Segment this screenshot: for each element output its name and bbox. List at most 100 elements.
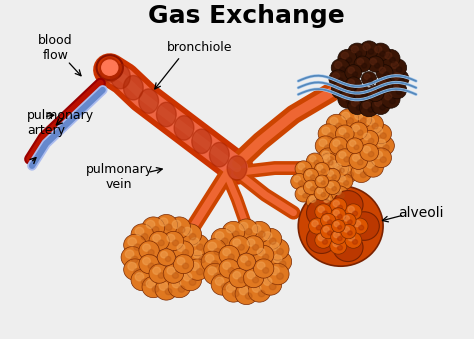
Circle shape (357, 59, 364, 65)
Circle shape (228, 267, 234, 273)
Circle shape (337, 78, 343, 83)
Circle shape (254, 259, 274, 278)
Circle shape (357, 160, 363, 165)
Circle shape (318, 177, 323, 182)
Circle shape (233, 239, 241, 246)
Circle shape (399, 78, 404, 83)
Circle shape (357, 88, 364, 94)
Circle shape (344, 216, 349, 221)
Circle shape (165, 256, 171, 262)
Ellipse shape (123, 76, 143, 100)
Circle shape (359, 225, 364, 230)
Circle shape (344, 227, 349, 232)
Circle shape (159, 282, 168, 290)
Circle shape (348, 235, 355, 241)
Circle shape (332, 73, 339, 80)
Circle shape (392, 62, 399, 68)
Circle shape (128, 262, 137, 271)
Circle shape (338, 91, 357, 108)
Circle shape (238, 277, 245, 283)
Circle shape (353, 72, 357, 77)
Circle shape (186, 234, 209, 256)
Circle shape (141, 234, 148, 240)
Circle shape (328, 231, 332, 235)
Circle shape (371, 97, 390, 115)
Circle shape (349, 152, 368, 170)
Circle shape (183, 273, 192, 281)
Circle shape (232, 231, 239, 237)
Circle shape (314, 162, 329, 177)
Circle shape (182, 263, 189, 269)
Circle shape (381, 91, 400, 108)
Circle shape (368, 138, 374, 143)
Circle shape (248, 221, 271, 243)
Ellipse shape (174, 116, 194, 140)
Circle shape (331, 217, 350, 235)
Circle shape (239, 222, 248, 231)
Circle shape (367, 56, 384, 72)
Circle shape (375, 100, 382, 106)
Circle shape (363, 114, 383, 134)
Circle shape (139, 241, 159, 260)
Circle shape (322, 211, 328, 216)
Circle shape (366, 161, 374, 168)
Circle shape (316, 225, 321, 230)
Circle shape (345, 65, 362, 81)
Circle shape (363, 102, 370, 108)
Circle shape (263, 254, 269, 260)
Circle shape (314, 160, 319, 165)
Circle shape (189, 246, 211, 268)
Circle shape (141, 279, 148, 285)
Circle shape (139, 254, 159, 274)
Circle shape (146, 280, 155, 288)
Ellipse shape (110, 64, 130, 89)
Circle shape (173, 240, 179, 246)
Circle shape (178, 286, 185, 292)
Circle shape (381, 49, 400, 67)
Circle shape (155, 279, 178, 300)
Circle shape (330, 238, 347, 254)
Circle shape (356, 105, 362, 110)
Circle shape (333, 233, 363, 262)
Circle shape (390, 98, 395, 104)
Circle shape (307, 199, 337, 227)
Circle shape (211, 228, 234, 250)
Circle shape (367, 85, 384, 102)
Circle shape (351, 109, 372, 128)
Circle shape (226, 284, 235, 292)
Circle shape (152, 226, 159, 233)
Circle shape (252, 225, 261, 233)
Circle shape (163, 264, 183, 283)
Circle shape (266, 263, 289, 285)
Circle shape (235, 219, 258, 240)
Circle shape (346, 138, 363, 154)
Circle shape (340, 89, 346, 94)
Circle shape (318, 206, 324, 213)
Circle shape (321, 169, 326, 173)
Circle shape (323, 216, 329, 221)
Circle shape (385, 52, 392, 59)
Circle shape (222, 221, 245, 243)
Circle shape (269, 283, 276, 290)
Circle shape (363, 158, 383, 177)
Circle shape (182, 250, 189, 255)
Circle shape (277, 273, 283, 279)
Circle shape (303, 168, 319, 183)
Circle shape (326, 231, 333, 238)
Circle shape (321, 181, 325, 185)
Circle shape (253, 277, 259, 283)
Circle shape (364, 74, 370, 79)
Circle shape (357, 130, 363, 135)
Circle shape (351, 163, 372, 182)
Circle shape (336, 174, 353, 190)
Circle shape (335, 188, 341, 195)
Circle shape (342, 166, 350, 174)
Circle shape (374, 127, 383, 135)
Circle shape (335, 62, 342, 68)
Circle shape (333, 191, 363, 219)
Circle shape (159, 218, 168, 226)
Circle shape (379, 79, 386, 85)
Circle shape (149, 264, 169, 283)
Circle shape (124, 234, 146, 256)
Circle shape (315, 136, 336, 156)
